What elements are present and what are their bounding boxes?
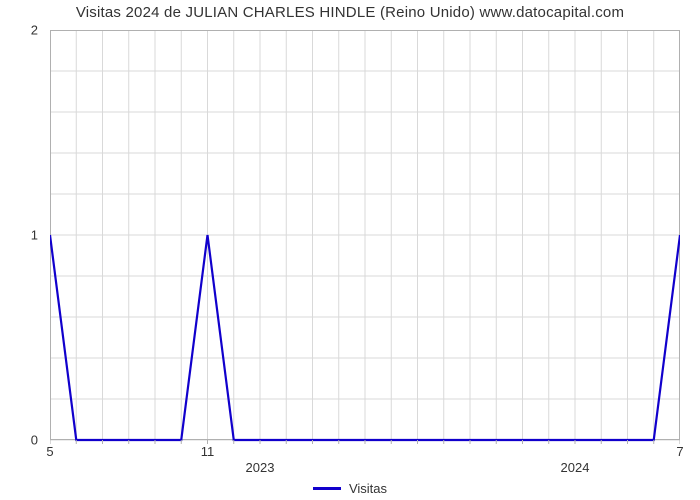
- chart-title: Visitas 2024 de JULIAN CHARLES HINDLE (R…: [0, 4, 700, 21]
- x-axis: 511720232024: [50, 444, 680, 484]
- y-tick-label: 2: [31, 23, 38, 38]
- x-tick-label: 7: [676, 444, 683, 459]
- chart-svg: [50, 30, 680, 446]
- y-tick-label: 0: [31, 433, 38, 448]
- plot-area: [50, 30, 680, 440]
- x-tick-label: 5: [46, 444, 53, 459]
- x-year-label: 2023: [246, 460, 275, 475]
- legend-label: Visitas: [349, 481, 387, 496]
- x-year-label: 2024: [561, 460, 590, 475]
- legend: Visitas: [0, 480, 700, 496]
- chart-root: Visitas 2024 de JULIAN CHARLES HINDLE (R…: [0, 0, 700, 500]
- grid-group: [50, 30, 680, 440]
- x-tick-label: 11: [201, 444, 215, 459]
- legend-swatch: [313, 487, 341, 490]
- y-axis: 012: [0, 30, 44, 440]
- y-tick-label: 1: [31, 228, 38, 243]
